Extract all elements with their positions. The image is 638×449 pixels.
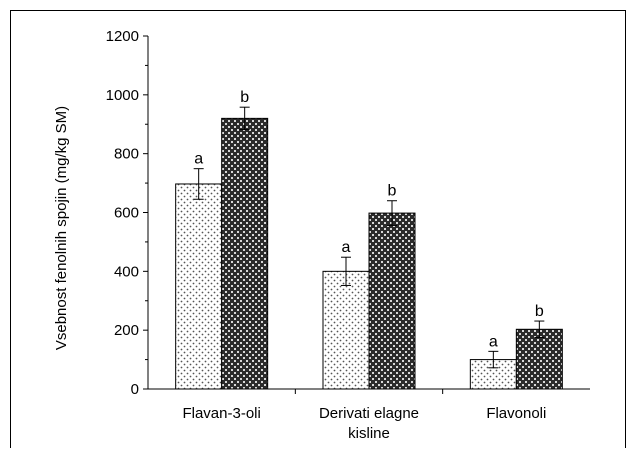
significance-label: a bbox=[194, 151, 203, 168]
y-tick-label: 1000 bbox=[106, 87, 139, 104]
y-tick-label: 600 bbox=[114, 205, 139, 222]
significance-label: b bbox=[240, 89, 249, 106]
bar bbox=[221, 117, 269, 390]
x-category-label: Flavan-3-oli bbox=[182, 405, 260, 422]
y-axis-label: Vsebnost fenolnih spojin (mg/kg SM) bbox=[53, 106, 70, 350]
y-tick-label: 200 bbox=[114, 322, 139, 339]
bar bbox=[515, 328, 563, 390]
x-category-label: Flavonoli bbox=[486, 405, 546, 422]
y-tick-label: 800 bbox=[114, 146, 139, 163]
significance-label: a bbox=[342, 239, 351, 256]
y-tick-label: 1200 bbox=[106, 28, 139, 45]
x-category-label: Derivati elagne kisline bbox=[319, 405, 419, 442]
significance-label: a bbox=[489, 333, 498, 350]
y-tick-label: 0 bbox=[131, 381, 139, 398]
y-tick-label: 400 bbox=[114, 263, 139, 280]
significance-label: b bbox=[388, 183, 397, 200]
significance-label: b bbox=[535, 303, 544, 320]
bar bbox=[175, 183, 223, 390]
bar bbox=[322, 270, 370, 390]
bar bbox=[368, 212, 416, 390]
